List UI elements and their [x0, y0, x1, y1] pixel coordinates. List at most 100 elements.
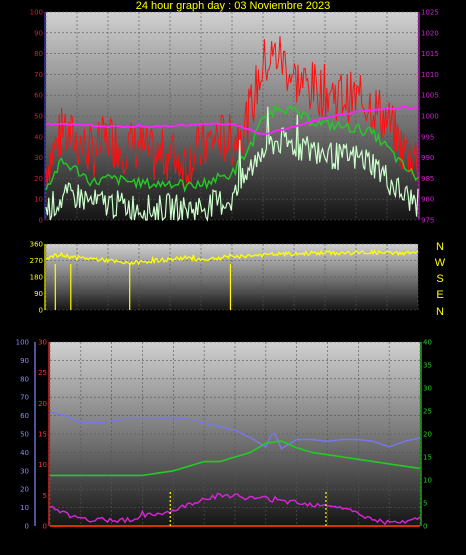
y-tick-label: 20 [423, 431, 432, 439]
y-tick-label: 80 [20, 375, 29, 383]
y-tick-label: 30 [34, 154, 43, 162]
x-tick-label: 04 [104, 228, 113, 236]
y-tick-label: 70 [20, 394, 29, 402]
x-tick-label: 20 [352, 318, 361, 326]
humidity-series [49, 411, 421, 450]
x-tick-label: 14 [261, 534, 270, 542]
y-tick-label: 15 [38, 431, 47, 439]
sunset-label: SunSet [314, 534, 339, 542]
y-tick-label: 50 [34, 113, 43, 121]
wind-gust-series [45, 36, 419, 187]
x-tick-label: 00 [416, 534, 425, 542]
x-tick-label: 04 [107, 534, 116, 542]
y-tick-label: 70 [34, 71, 43, 79]
y-tick-label: 90 [34, 29, 43, 37]
x-tick-label: 08 [166, 228, 175, 236]
temp-humidity-chart: 02 04 06 08 10 12 14 16 18 20 22 000102030405060708… [16, 339, 432, 543]
y-tick-label: 35 [423, 362, 432, 370]
dewpoint-series [49, 492, 421, 526]
x-tick-label: 00 [414, 318, 423, 326]
y-tick-label: 1005 [421, 92, 439, 100]
x-tick-label: 02 [76, 534, 85, 542]
y-tick-label: 15 [423, 454, 432, 462]
y-tick-label: 10 [423, 477, 432, 485]
y-tick-label: 985 [421, 175, 434, 183]
y-tick-label: 20 [20, 486, 29, 494]
compass-label: S [436, 273, 443, 285]
x-tick-label: 14 [259, 318, 268, 326]
y-tick-label: 40 [423, 339, 432, 347]
chart-title: 24 hour graph day : 03 Noviembre 2023 [135, 0, 331, 12]
y-tick-label: 975 [421, 217, 434, 225]
temperature-series [50, 440, 421, 477]
compass-label: N [436, 306, 444, 318]
y-tick-label: 80 [34, 50, 43, 58]
y-tick-label: 40 [20, 449, 29, 457]
wind-min-series [45, 106, 419, 222]
x-tick-label: 06 [138, 534, 147, 542]
x-tick-label: 22 [383, 318, 392, 326]
x-tick-label: 16 [290, 228, 299, 236]
y-tick-label: 90 [20, 357, 29, 365]
x-tick-label: 10 [197, 228, 206, 236]
y-tick-label: 5 [423, 500, 427, 508]
compass-label: E [436, 289, 443, 301]
y-tick-label: 5 [43, 492, 47, 500]
wind-avg-series [45, 104, 419, 193]
x-tick-label: 22 [383, 228, 392, 236]
y-tick-label: 30 [38, 339, 47, 347]
y-tick-label: 20 [38, 400, 47, 408]
x-tick-label: 02 [73, 318, 82, 326]
pressure-series [45, 105, 419, 136]
y-tick-label: 0 [423, 523, 427, 531]
x-tick-label: 10 [200, 534, 209, 542]
y-tick-label: 1000 [421, 113, 439, 121]
y-tick-label: 50 [20, 431, 29, 439]
y-tick-label: 1010 [421, 71, 439, 79]
y-tick-label: 100 [30, 9, 43, 17]
y-tick-label: 1015 [421, 50, 439, 58]
x-tick-label: 18 [323, 534, 332, 542]
x-tick-label: 18 [321, 318, 330, 326]
x-tick-label: 04 [104, 318, 113, 326]
y-tick-label: 1025 [421, 9, 439, 17]
compass-label: N [436, 241, 444, 253]
y-tick-label: 980 [421, 196, 434, 204]
x-tick-label: 02 [73, 228, 82, 236]
y-tick-label: 990 [421, 154, 434, 162]
x-tick-label: 00 [414, 228, 423, 236]
x-tick-label: 16 [292, 534, 301, 542]
y-tick-label: 30 [20, 467, 29, 475]
y-tick-label: 10 [20, 504, 29, 512]
x-tick-label: 08 [166, 318, 175, 326]
x-tick-label: 16 [290, 318, 299, 326]
y-tick-label: 360 [30, 241, 43, 249]
y-tick-label: 995 [421, 133, 434, 141]
y-tick-label: 20 [34, 175, 43, 183]
x-tick-label: 12 [228, 228, 237, 236]
y-tick-label: 180 [30, 274, 43, 282]
y-tick-label: 1020 [421, 29, 439, 37]
y-tick-label: 0 [39, 217, 43, 225]
y-tick-label: 10 [38, 461, 47, 469]
x-tick-label: 20 [354, 534, 363, 542]
wind-pressure-chart: 02 04 06 08 10 12 14 16 18 20 22 000102030405060708… [30, 9, 439, 237]
x-tick-label: 06 [135, 318, 144, 326]
x-tick-label: 12 [231, 534, 240, 542]
x-tick-label: 22 [385, 534, 394, 542]
y-tick-label: 0 [43, 523, 47, 531]
wind-direction-series [45, 249, 419, 266]
y-tick-label: 0 [39, 307, 43, 315]
y-tick-label: 60 [34, 92, 43, 100]
y-tick-label: 60 [20, 412, 29, 420]
y-tick-label: 10 [34, 196, 43, 204]
y-tick-label: 30 [423, 385, 432, 393]
y-tick-label: 0 [25, 523, 29, 531]
x-tick-label: 14 [259, 228, 268, 236]
y-tick-label: 25 [423, 408, 432, 416]
x-tick-label: 08 [169, 534, 178, 542]
y-tick-label: 40 [34, 133, 43, 141]
